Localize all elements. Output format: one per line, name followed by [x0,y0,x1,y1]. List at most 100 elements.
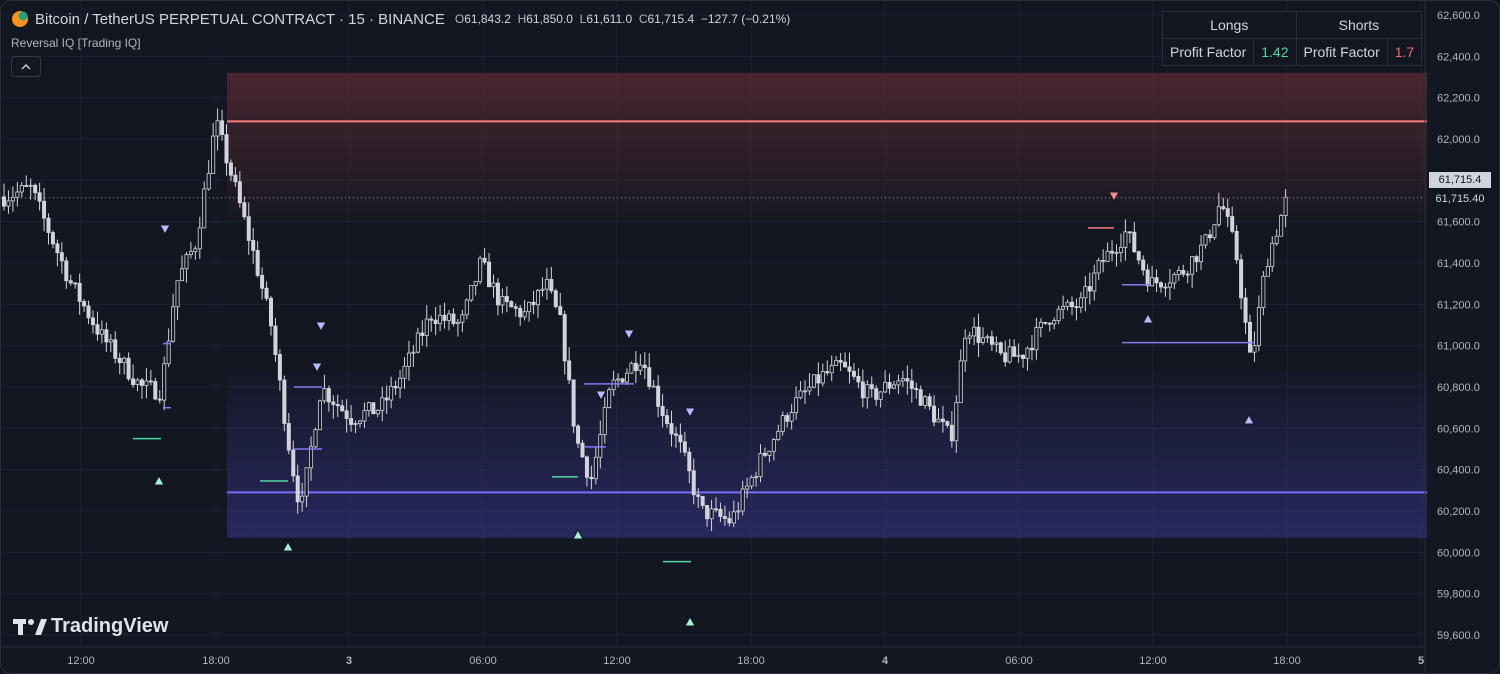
candle-body [963,337,968,362]
candle-body [1234,231,1239,261]
candle [362,402,367,428]
candle [482,248,487,265]
candle [544,267,549,300]
candle [709,499,714,532]
candle [171,293,176,343]
symbol-title[interactable]: Bitcoin / TetherUS PERPETUAL CONTRACT · … [35,10,445,28]
candle [798,381,803,400]
candle [1,183,7,211]
candle-body [820,371,825,384]
candle-body [860,381,865,399]
candle [1065,299,1070,311]
candle-body [393,385,398,389]
candle-body [811,374,816,388]
candle [420,320,425,346]
candle [834,356,839,366]
tradingview-branding[interactable]: TradingView [13,615,168,638]
candle [625,368,630,385]
candle-body [179,268,184,282]
candle [1159,281,1164,293]
candle [313,427,318,448]
candle [37,182,42,211]
candle-body [1136,251,1141,261]
candle [584,455,589,487]
candle [874,385,879,406]
candle [353,420,358,434]
candle [647,353,652,390]
candle [179,255,184,282]
candle-body [95,324,100,335]
candle-body [491,282,496,288]
candle-body [1279,215,1284,237]
candle-body [188,251,193,256]
candle [820,363,825,387]
indicator-title[interactable]: Reversal IQ [Trading IQ] [11,36,141,50]
candle-body [251,240,256,251]
candle-body [900,378,905,382]
candle [1270,236,1275,273]
candle [1136,250,1141,265]
candle-body [375,409,380,415]
candle-body [313,429,318,448]
candle-body [914,388,919,391]
candle-body [64,260,69,282]
candle-body [954,402,959,442]
candle [384,385,389,414]
candle [220,109,225,141]
candle [892,380,897,390]
candle [33,183,38,201]
candle-body [531,301,536,306]
candle-body [1239,259,1244,299]
candle-body [972,326,977,337]
candle [500,288,505,314]
candle [1141,255,1146,276]
price-tick-label: 61,600.0 [1437,217,1480,229]
candle [1101,249,1106,273]
candle [113,331,118,364]
candle [1283,189,1288,228]
candle-body [166,340,171,365]
high-value: 61,850.0 [526,12,573,26]
candle-body [1252,345,1257,353]
candle [1078,291,1083,313]
candle [718,502,723,523]
candle-body [878,391,883,400]
candle-body [50,232,55,245]
candle-body [108,339,113,343]
symbol-logo-icon[interactable] [11,10,29,28]
candle-body [780,415,785,432]
candle [629,361,634,374]
price-tick-label: 62,400.0 [1437,51,1480,63]
candle [42,187,47,232]
collapse-indicators-button[interactable] [11,56,41,77]
candle [1185,270,1190,284]
resistance-zone [227,72,1427,222]
candle [153,377,158,401]
candle [518,305,523,326]
candle-body [1141,259,1146,271]
candle-body [673,433,678,436]
candle [687,447,692,484]
candle-body [398,377,403,389]
candle-body [731,511,736,524]
candle [602,397,607,444]
time-tick-label: 06:00 [469,655,497,667]
candle-body [625,372,630,383]
candle [1243,288,1248,335]
candle [304,467,309,508]
time-tick-label: 12:00 [67,655,95,667]
candle [242,196,247,220]
candle [1110,240,1115,262]
candle-body [353,423,358,425]
candle [780,411,785,436]
candle-body [460,314,465,323]
candle-body [442,314,447,321]
price-tick-label: 60,400.0 [1437,465,1480,477]
short-signal-triangle [595,390,607,402]
candle-body [1012,346,1017,357]
candle-body [309,446,314,469]
candle [211,123,216,175]
candle [451,308,456,327]
candle-body [976,326,981,343]
